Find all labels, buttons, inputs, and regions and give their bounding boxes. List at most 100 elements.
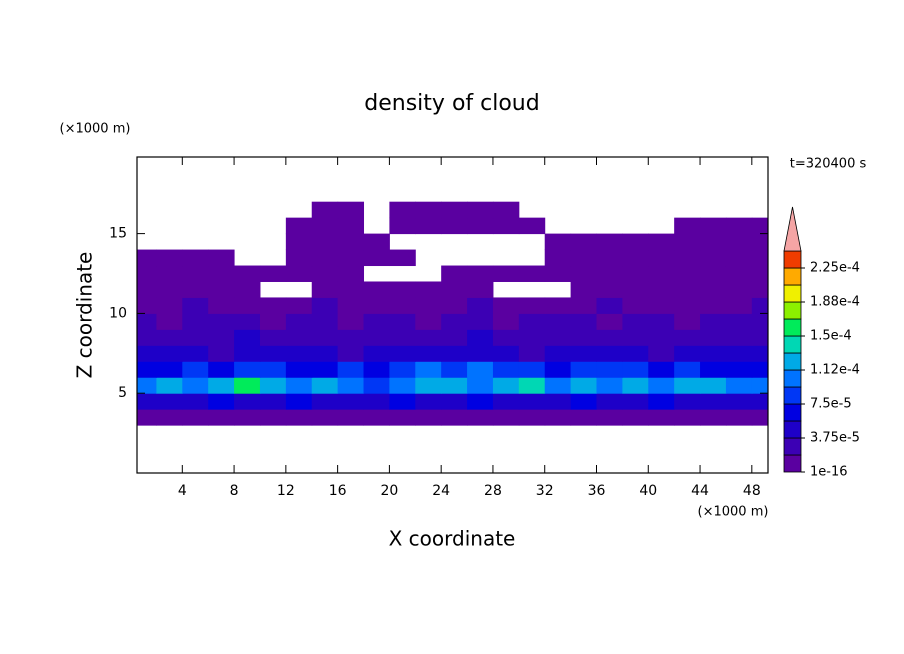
cell xyxy=(622,297,649,314)
cell xyxy=(441,265,468,282)
y-tick-label: 5 xyxy=(118,385,127,401)
cell xyxy=(311,233,339,251)
cell xyxy=(492,361,520,378)
cell xyxy=(441,313,468,330)
cell xyxy=(700,265,727,282)
cell xyxy=(337,377,365,394)
cell xyxy=(725,377,753,394)
cell xyxy=(570,345,597,362)
cell xyxy=(725,409,753,426)
cell xyxy=(674,377,701,394)
cell xyxy=(285,409,313,426)
cell xyxy=(285,393,313,410)
cell xyxy=(518,297,546,314)
cell xyxy=(363,329,390,346)
cell xyxy=(311,217,339,235)
cell xyxy=(622,377,649,394)
y-unit: (×1000 m) xyxy=(60,122,131,137)
cell xyxy=(518,377,546,394)
cell xyxy=(137,345,157,362)
cell xyxy=(674,249,701,267)
cell xyxy=(285,345,313,362)
cell xyxy=(363,345,390,362)
cell xyxy=(208,297,235,314)
cell xyxy=(492,393,520,410)
cell xyxy=(596,249,623,267)
cell xyxy=(467,313,494,330)
cell xyxy=(700,345,727,362)
cell xyxy=(751,393,768,410)
cell xyxy=(337,297,365,314)
cell xyxy=(622,361,649,378)
cell xyxy=(518,313,546,330)
cell xyxy=(285,249,313,267)
cell xyxy=(544,345,572,362)
cell xyxy=(182,265,209,282)
cell xyxy=(622,313,649,330)
cell xyxy=(648,393,675,410)
cell xyxy=(751,233,768,251)
cell xyxy=(389,297,416,314)
cell xyxy=(234,313,261,330)
cell xyxy=(311,329,339,346)
cell xyxy=(751,329,768,346)
cell xyxy=(648,345,675,362)
cell xyxy=(518,409,546,426)
cell xyxy=(751,409,768,426)
cell xyxy=(700,409,727,426)
colorbar-box xyxy=(783,301,802,320)
cell xyxy=(415,217,442,235)
cell xyxy=(234,345,261,362)
colorbar-label: 7.5e-5 xyxy=(810,397,852,412)
colorbar-box xyxy=(783,437,802,456)
cell xyxy=(674,233,701,251)
cell xyxy=(467,201,494,219)
cell xyxy=(311,281,339,298)
cell xyxy=(156,265,183,282)
cell xyxy=(156,409,183,426)
cell xyxy=(492,329,520,346)
cell xyxy=(570,249,597,267)
cell xyxy=(363,361,390,378)
cell xyxy=(208,249,235,267)
cell xyxy=(311,409,339,426)
cell xyxy=(751,217,768,235)
cell xyxy=(648,329,675,346)
cell xyxy=(570,281,597,298)
cell xyxy=(674,393,701,410)
cell xyxy=(441,409,468,426)
cell xyxy=(570,265,597,282)
cell xyxy=(648,281,675,298)
cell xyxy=(363,409,390,426)
cell xyxy=(725,361,753,378)
cell xyxy=(700,313,727,330)
cell xyxy=(182,361,209,378)
cell xyxy=(700,249,727,267)
x-tick-label: 16 xyxy=(329,483,347,499)
cell xyxy=(441,217,468,235)
cell xyxy=(208,345,235,362)
cell xyxy=(137,377,157,394)
cell xyxy=(208,281,235,298)
cell xyxy=(285,217,313,235)
cell xyxy=(337,345,365,362)
cell xyxy=(570,361,597,378)
cell xyxy=(596,377,623,394)
cell xyxy=(596,281,623,298)
cell xyxy=(492,265,520,282)
cell xyxy=(467,329,494,346)
cell xyxy=(441,377,468,394)
cell xyxy=(389,377,416,394)
contour-field xyxy=(137,201,768,426)
cell xyxy=(544,313,572,330)
cell xyxy=(544,265,572,282)
cell xyxy=(259,265,287,282)
cell xyxy=(311,249,339,267)
cell xyxy=(544,297,572,314)
cell xyxy=(137,393,157,410)
cell xyxy=(544,409,572,426)
cell xyxy=(337,313,365,330)
cell xyxy=(311,393,339,410)
cell xyxy=(700,217,727,235)
cell xyxy=(337,265,365,282)
